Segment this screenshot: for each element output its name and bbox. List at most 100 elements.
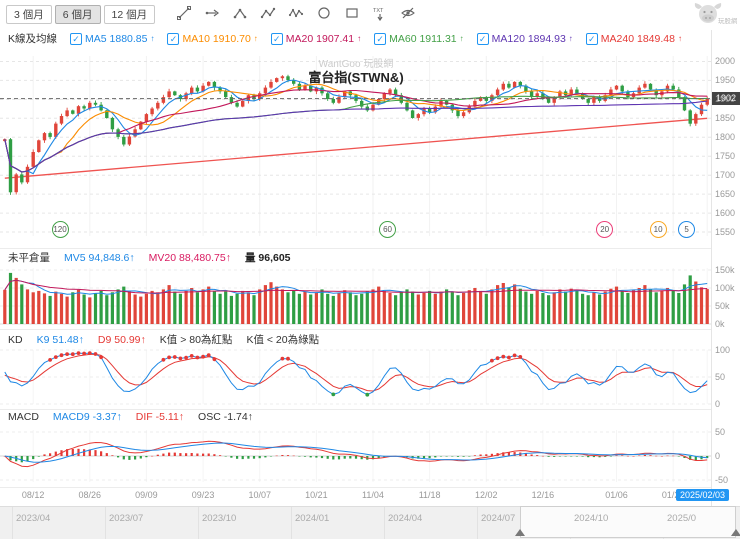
chart-title: 富台指(STWN&) <box>308 70 404 85</box>
main-chart-canvas[interactable] <box>0 52 712 248</box>
hide-drawings-button[interactable] <box>395 4 420 25</box>
up-arrow-icon: ↑ <box>677 34 682 43</box>
x-axis-label: 12/02 <box>475 490 498 500</box>
macd-tick-label: 0 <box>715 451 721 461</box>
text-tool-button[interactable]: TXT <box>367 4 392 25</box>
zigzag-tool-button[interactable] <box>255 4 280 25</box>
k9-value: 51.48 <box>52 333 79 346</box>
up-arrow-icon: ↑ <box>78 333 84 346</box>
arrow-line-icon <box>204 5 220 24</box>
ma-legend-item: ✓ MA240 1849.48 ↑ <box>585 32 682 45</box>
ma-legend-item: ✓ MA20 1907.41 ↑ <box>270 32 362 45</box>
up-arrow-icon: ↑ <box>116 411 122 423</box>
circle-tool-button[interactable] <box>311 4 336 25</box>
macd-title: MACD <box>8 411 39 423</box>
ma-label-value: MA120 1894.93 <box>491 32 566 45</box>
up-arrow-icon: ↑ <box>253 34 258 43</box>
timeline-left-handle[interactable] <box>515 529 525 536</box>
macd-tick-label: 50 <box>715 427 726 437</box>
ma-checkbox[interactable]: ✓ <box>585 32 598 45</box>
dif-value: -5.11 <box>155 411 179 423</box>
period-button-3m[interactable]: 3 個月 <box>6 4 52 24</box>
d9-value: 50.99 <box>114 333 141 346</box>
ma-checkbox[interactable]: ✓ <box>374 32 387 45</box>
ma-label-value: MA10 1910.70 <box>182 32 251 45</box>
period-button-6m[interactable]: 6 個月 <box>54 4 101 24</box>
current-date-tag: 2025/02/03 <box>676 489 730 501</box>
volume-value: 96,605 <box>258 252 291 264</box>
up-arrow-icon: ↑ <box>178 411 185 423</box>
timeline-gridline <box>12 507 13 539</box>
text-tool-icon: TXT <box>372 5 388 24</box>
kd-tick-label: 50 <box>715 372 726 382</box>
kd-chart-canvas[interactable] <box>0 348 712 408</box>
x-axis-label: 10/21 <box>305 490 328 500</box>
ma-checkbox[interactable]: ✓ <box>270 32 283 45</box>
dif-label: DIF <box>135 411 153 423</box>
timeline-right-handle[interactable] <box>731 529 740 536</box>
brand-logo: 玩股網 <box>689 1 738 36</box>
macd9-label: MACD9 <box>52 411 90 423</box>
ma-label-value: MA5 1880.85 <box>85 32 148 45</box>
price-tick-label: 1700 <box>715 170 736 181</box>
timeline-gridline <box>477 507 478 539</box>
trend-line-icon <box>176 5 192 24</box>
arrow-line-tool-button[interactable] <box>199 4 224 25</box>
period-button-12m[interactable]: 12 個月 <box>103 4 156 24</box>
volume-tick-label: 0k <box>715 319 725 329</box>
ma-label-value: MA240 1849.48 <box>600 32 675 45</box>
angle-line-tool-button[interactable] <box>227 4 252 25</box>
up-arrow-icon: ↑ <box>129 251 135 264</box>
watermark: WantGoo 玩股網 <box>318 59 394 70</box>
timeline-gridline <box>291 507 292 539</box>
timeline-gridline <box>384 507 385 539</box>
volume-tick-label: 150k <box>715 265 735 275</box>
ma-legend-item: ✓ MA5 1880.85 ↑ <box>70 32 154 45</box>
volume-chart-canvas[interactable] <box>0 266 712 328</box>
ma-label-value: MA20 1907.41 <box>285 32 355 45</box>
timeline-gridline <box>198 507 199 539</box>
up-arrow-icon: ↑ <box>357 34 362 43</box>
x-axis-label: 09/09 <box>135 490 158 500</box>
x-axis-label: 01/20 <box>661 490 685 500</box>
k9-label: K9 <box>36 333 50 346</box>
x-axis-label: 01/06 <box>605 490 628 500</box>
panel-divider <box>0 409 712 410</box>
ma-checkbox[interactable]: ✓ <box>70 32 83 45</box>
osc-label: OSC <box>198 411 221 423</box>
macd-chart-canvas[interactable] <box>0 428 712 486</box>
rectangle-tool-button[interactable] <box>339 4 364 25</box>
x-axis-label: 11/04 <box>362 490 384 500</box>
current-price-badge: 1902 <box>712 92 740 106</box>
timeline-selected-window[interactable] <box>520 506 736 538</box>
panel-divider <box>0 248 712 249</box>
volume-tick-label: 50k <box>715 301 730 311</box>
wave-tool-button[interactable] <box>283 4 308 25</box>
axis-divider <box>711 30 712 506</box>
ma-checkbox[interactable]: ✓ <box>167 32 180 45</box>
ma-checkbox[interactable]: ✓ <box>476 32 489 45</box>
mv5-value: 94,848.6 <box>88 251 130 264</box>
kd-note-green: K值 < 20為綠點 <box>246 334 320 346</box>
macd9-value: -3.37 <box>92 411 117 423</box>
price-tick-label: 2000 <box>715 56 736 67</box>
macd-header: MACD MACD9 -3.37↑ DIF -5.11↑ OSC -1.74↑ <box>8 411 253 423</box>
toolbar: 3 個月 6 個月 12 個月 TXT <box>0 0 420 28</box>
ma-label-value: MA60 1911.31 <box>389 32 457 45</box>
up-arrow-icon: ↑ <box>459 34 464 43</box>
open-interest-title: 未平倉量 <box>8 252 50 264</box>
ma-legend-item: ✓ MA10 1910.70 ↑ <box>167 32 258 45</box>
x-axis-label: 12/16 <box>531 490 555 500</box>
price-tick-label: 1550 <box>715 227 736 237</box>
up-arrow-icon: ↑ <box>568 34 573 43</box>
trend-line-tool-button[interactable] <box>171 4 196 25</box>
ma-legend-item: ✓ MA120 1894.93 ↑ <box>476 32 573 45</box>
up-arrow-icon: ↑ <box>247 411 253 423</box>
x-axis-label: 09/23 <box>191 490 215 500</box>
mv20-label: MV20 <box>148 251 177 264</box>
kd-note-red: K值 > 80為紅點 <box>159 334 233 346</box>
kd-header: KD K9 51.48↑ D9 50.99↑ K值 > 80為紅點 K值 < 2… <box>8 332 319 347</box>
price-tick-label: 1950 <box>715 75 736 86</box>
d9-label: D9 <box>97 333 112 346</box>
macd-tick-label: -50 <box>715 475 729 485</box>
